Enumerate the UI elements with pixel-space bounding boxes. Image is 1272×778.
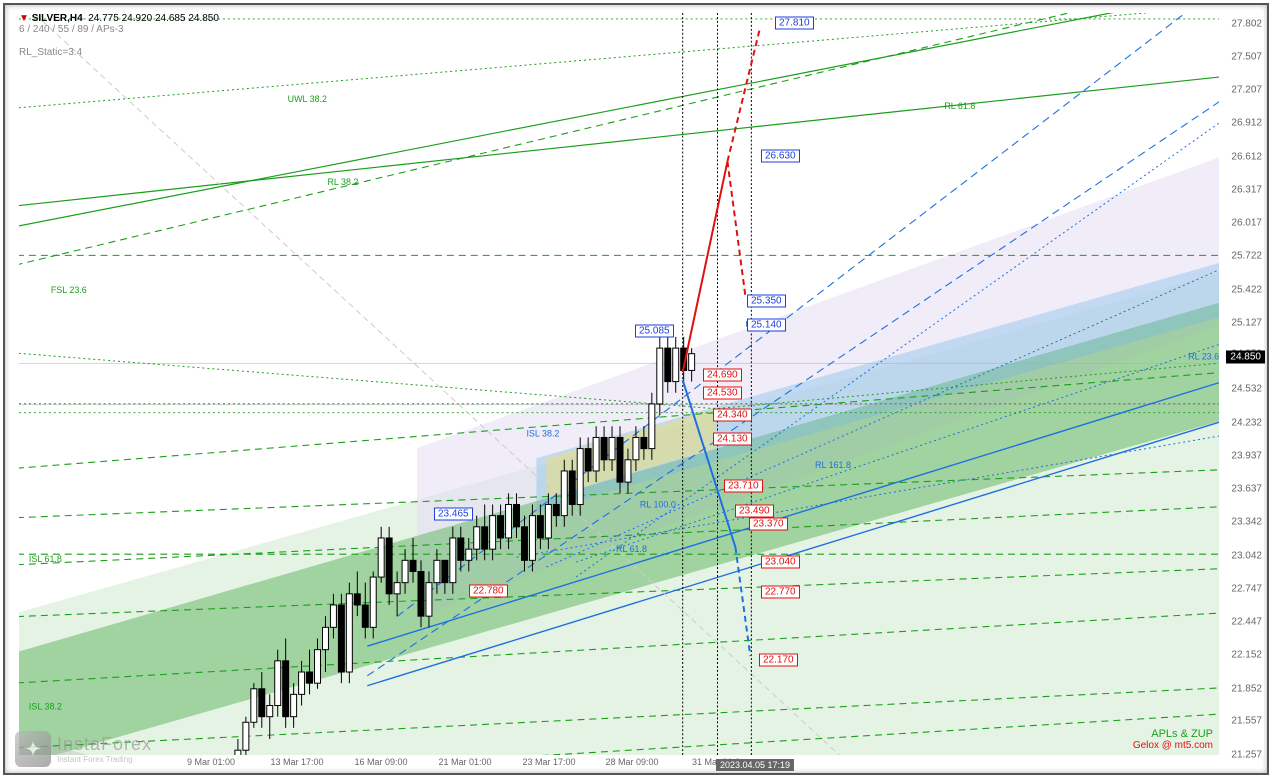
- svg-text:ISL 38.2: ISL 38.2: [29, 702, 62, 712]
- x-axis: 9 Mar 01:00 13 Mar 17:00 16 Mar 09:00 21 Ma…: [19, 757, 1219, 771]
- y-tick: 21.557: [1231, 716, 1262, 727]
- y-tick: 26.017: [1231, 218, 1262, 229]
- price-label: 22.170: [759, 653, 798, 666]
- y-tick: 21.257: [1231, 750, 1262, 761]
- svg-text:ISL 38.2: ISL 38.2: [526, 428, 559, 438]
- symbol-info: ▼ SILVER,H4 24.775 24.920 24.685 24.850 …: [19, 13, 219, 35]
- down-triangle-icon: ▼: [19, 13, 29, 24]
- x-tick: 16 Mar 09:00: [354, 757, 407, 767]
- y-tick: 26.317: [1231, 184, 1262, 195]
- price-label: 23.370: [749, 518, 788, 531]
- price-label: 23.490: [735, 504, 774, 517]
- x-tick: 9 Mar 01:00: [187, 757, 235, 767]
- y-tick: 21.852: [1231, 683, 1262, 694]
- price-label: 23.710: [724, 480, 763, 493]
- price-label: 23.465: [434, 507, 473, 520]
- x-tick: 21 Mar 01:00: [438, 757, 491, 767]
- y-tick: 22.747: [1231, 583, 1262, 594]
- y-tick: 24.232: [1231, 417, 1262, 428]
- y-tick: 23.637: [1231, 484, 1262, 495]
- x-tick: 13 Mar 17:00: [270, 757, 323, 767]
- indicator-params: 6 / 240 / 55 / 89 / APs-3: [19, 24, 124, 35]
- svg-text:RL 61.8: RL 61.8: [944, 101, 975, 111]
- x-tick: 23 Mar 17:00: [522, 757, 575, 767]
- price-label: 24.530: [703, 387, 742, 400]
- y-tick: 27.802: [1231, 18, 1262, 29]
- price-label: 25.085: [635, 324, 674, 337]
- y-tick: 23.342: [1231, 517, 1262, 528]
- y-tick: 22.152: [1231, 650, 1262, 661]
- y-tick: 25.127: [1231, 317, 1262, 328]
- price-label: 27.810: [775, 17, 814, 30]
- svg-text:RL 161.8: RL 161.8: [815, 460, 851, 470]
- svg-text:FSL 23.6: FSL 23.6: [51, 285, 87, 295]
- price-label: 24.690: [703, 369, 742, 382]
- price-label: 24.130: [713, 432, 752, 445]
- price-label: 22.770: [761, 586, 800, 599]
- price-label: 25.350: [747, 294, 786, 307]
- current-price-flag: 24.850: [1226, 351, 1265, 364]
- y-tick: 25.722: [1231, 251, 1262, 262]
- y-tick: 22.447: [1231, 617, 1262, 628]
- line-labels-layer: UWL 38.2 RL 38.2 FSL 23.6 ISL 61.8 ISL 38.2 R…: [19, 13, 1219, 755]
- plot-area[interactable]: ▼ SILVER,H4 24.775 24.920 24.685 24.850 …: [19, 13, 1219, 755]
- svg-text:RL 100.0: RL 100.0: [640, 500, 676, 510]
- y-tick: 25.422: [1231, 284, 1262, 295]
- svg-text:ISL 61.8: ISL 61.8: [29, 554, 62, 564]
- svg-text:RL 38.2: RL 38.2: [327, 177, 358, 187]
- y-tick: 27.207: [1231, 85, 1262, 96]
- price-label: 24.340: [713, 408, 752, 421]
- y-tick: 26.612: [1231, 151, 1262, 162]
- y-tick: 26.912: [1231, 118, 1262, 129]
- crosshair-date: 2023.04.05 17:19: [716, 759, 794, 771]
- x-tick: 28 Mar 09:00: [605, 757, 658, 767]
- price-label: 26.630: [761, 150, 800, 163]
- svg-text:RL 23.6: RL 23.6: [1188, 351, 1219, 361]
- logo-badge-icon: ✦: [15, 731, 51, 767]
- y-axis: 27.802 27.507 27.207 26.912 26.612 26.317 26.0…: [1220, 13, 1264, 755]
- svg-text:RL 61.8: RL 61.8: [616, 544, 647, 554]
- y-tick: 27.507: [1231, 51, 1262, 62]
- credit: APLs & ZUP Gelox @ mt5.com: [1133, 728, 1213, 751]
- y-tick: 23.042: [1231, 550, 1262, 561]
- rl-static-label: RL_Static=3.4: [19, 47, 82, 58]
- instaforex-logo: ✦ InstaForex Instant Forex Trading: [15, 731, 152, 767]
- price-label: 25.140: [747, 318, 786, 331]
- y-tick: 23.937: [1231, 450, 1262, 461]
- chart-frame: ▼ SILVER,H4 24.775 24.920 24.685 24.850 …: [3, 3, 1269, 775]
- price-label: 23.040: [761, 555, 800, 568]
- svg-text:UWL 38.2: UWL 38.2: [288, 94, 327, 104]
- price-label: 22.780: [469, 585, 508, 598]
- y-tick: 24.532: [1231, 384, 1262, 395]
